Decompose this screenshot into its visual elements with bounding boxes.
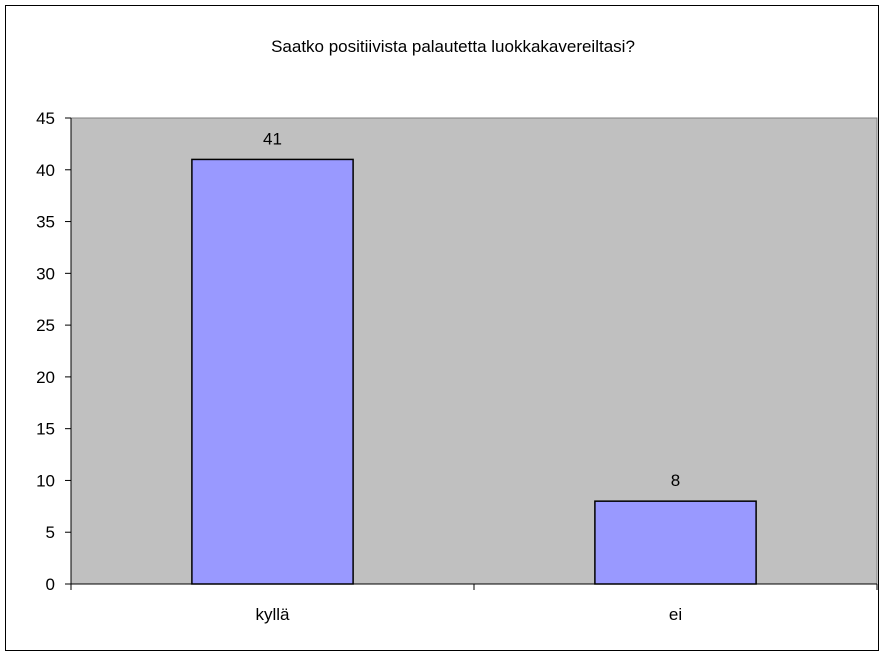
y-tick-label: 5 [46, 523, 55, 542]
y-tick-label: 15 [36, 420, 55, 439]
data-labels: 41 8 [263, 129, 680, 490]
x-tick-label: kyllä [255, 605, 290, 624]
data-label: 8 [671, 471, 680, 490]
y-tick-label: 40 [36, 161, 55, 180]
y-tick-label: 10 [36, 471, 55, 490]
x-tick-label: ei [669, 605, 682, 624]
y-tick-label: 45 [36, 109, 55, 128]
y-axis: 0 5 10 15 20 25 30 35 40 45 [36, 109, 72, 594]
bar-kyllä [191, 158, 354, 585]
y-tick-label: 35 [36, 213, 55, 232]
y-tick-label: 25 [36, 316, 55, 335]
y-tick-label: 30 [36, 264, 55, 283]
y-tick-label: 0 [46, 575, 55, 594]
y-tick-label: 20 [36, 368, 55, 387]
bar-ei [594, 500, 757, 585]
chart-title: Saatko positiivista palautetta luokkakav… [271, 37, 635, 56]
data-label: 41 [263, 129, 282, 148]
bar-series [191, 158, 757, 585]
